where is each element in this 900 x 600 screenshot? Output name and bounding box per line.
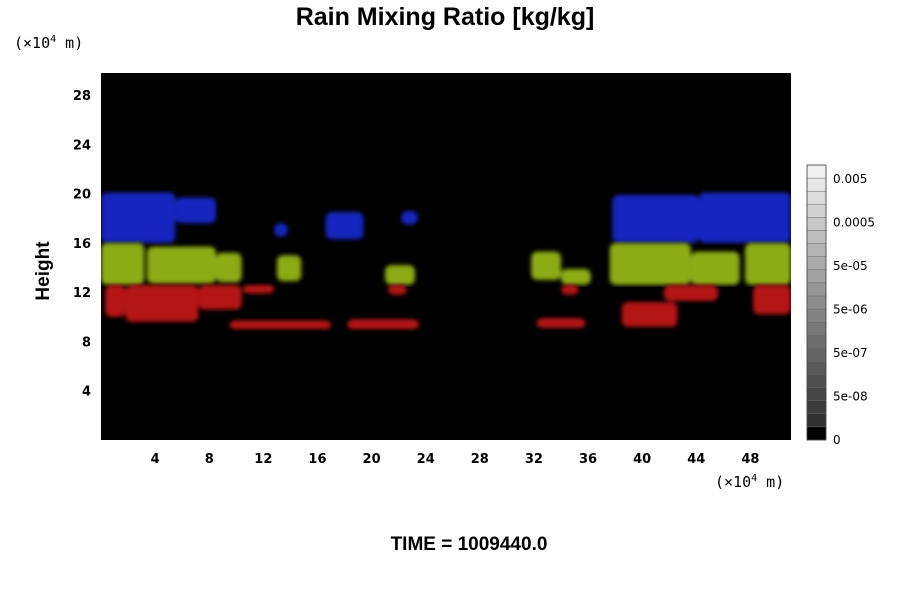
x-tick-label: 24 [417,452,435,467]
x-tick-label: 28 [471,452,489,467]
layer-2 [105,284,791,330]
data-region [531,251,561,280]
chart-title: Rain Mixing Ratio [kg/kg] [296,3,595,31]
colorbar-label: 5e-08 [833,390,868,404]
data-region [385,265,415,285]
data-region [274,223,288,237]
data-region [745,242,791,285]
colorbar-label: 0.0005 [833,216,875,230]
data-region [198,284,242,310]
colorbar-swatch [806,361,827,375]
x-tick-label: 20 [363,452,381,467]
y-tick-label: 16 [73,237,91,252]
data-region [229,320,331,330]
colorbar-label: 5e-07 [833,346,868,360]
colorbar-swatch [806,204,827,218]
data-region [401,210,418,225]
data-region [690,251,740,285]
layer-1 [101,242,791,285]
y-axis-ticks: 4 8 12 16 20 24 28 [73,89,91,400]
data-region [216,252,242,283]
data-region [175,197,216,224]
data-region [125,284,199,322]
colorbar-swatch [806,217,827,231]
y-tick-label: 12 [73,286,91,301]
data-region [105,284,126,317]
colorbar-swatch [806,282,827,297]
x-tick-label: 36 [579,452,597,467]
colorbar-swatch [806,348,827,362]
y-tick-label: 4 [82,385,91,400]
colorbar-swatch [806,308,827,323]
colorbar [806,164,827,441]
colorbar-label: 5e-05 [833,259,868,273]
data-region [663,284,718,301]
colorbar-swatch [806,230,827,244]
x-tick-label: 12 [254,452,272,467]
x-tick-label: 16 [308,452,326,467]
colorbar-frame [806,164,827,441]
data-region [536,318,586,328]
y-axis-title: Height [33,241,54,301]
colorbar-swatch [806,243,827,257]
colorbar-swatch [806,321,827,336]
colorbar-swatch [806,387,827,401]
data-region [621,302,678,327]
colorbar-swatch [806,413,827,428]
x-tick-label: 48 [741,452,759,467]
colorbar-label: 0 [833,433,841,447]
colorbar-swatch [806,426,827,441]
data-region [753,284,791,315]
data-region [276,255,302,282]
data-region [325,212,364,240]
time-label: TIME = 1009440.0 [391,534,548,555]
x-tick-label: 40 [633,452,651,467]
data-region [387,284,407,295]
data-field [101,192,791,330]
y-tick-label: 28 [73,89,91,104]
colorbar-swatch [806,374,827,388]
data-region [561,284,579,295]
y-unit-label: (×104 m) [14,34,83,52]
colorbar-label: 5e-06 [833,303,868,317]
colorbar-ticks: 0.005 0.0005 5e-05 5e-06 5e-07 5e-08 0 [833,172,875,447]
data-region [243,284,275,294]
layer-0 [101,192,791,243]
colorbar-swatch [806,177,827,192]
y-tick-label: 20 [73,188,91,203]
data-region [612,194,699,243]
data-region [101,192,176,243]
colorbar-swatch [806,164,827,179]
x-tick-label: 32 [525,452,543,467]
data-region [561,268,591,285]
x-axis-ticks: 4 8 12 16 20 24 28 32 36 40 44 48 [151,452,760,467]
x-tick-label: 4 [151,452,160,467]
x-unit-label: (×104 m) [715,473,784,491]
colorbar-label: 0.005 [833,172,867,186]
data-region [101,242,145,285]
data-region [147,246,216,284]
data-region [699,192,791,243]
x-tick-label: 8 [205,452,214,467]
colorbar-swatch [806,295,827,310]
colorbar-swatch [806,269,827,284]
y-tick-label: 8 [82,335,91,350]
data-region [347,319,419,330]
y-tick-label: 24 [73,138,91,153]
colorbar-swatch [806,400,827,415]
x-tick-label: 44 [687,452,705,467]
colorbar-swatch [806,335,827,349]
colorbar-swatch [806,256,827,270]
data-region [609,242,691,285]
colorbar-swatch [806,190,827,205]
